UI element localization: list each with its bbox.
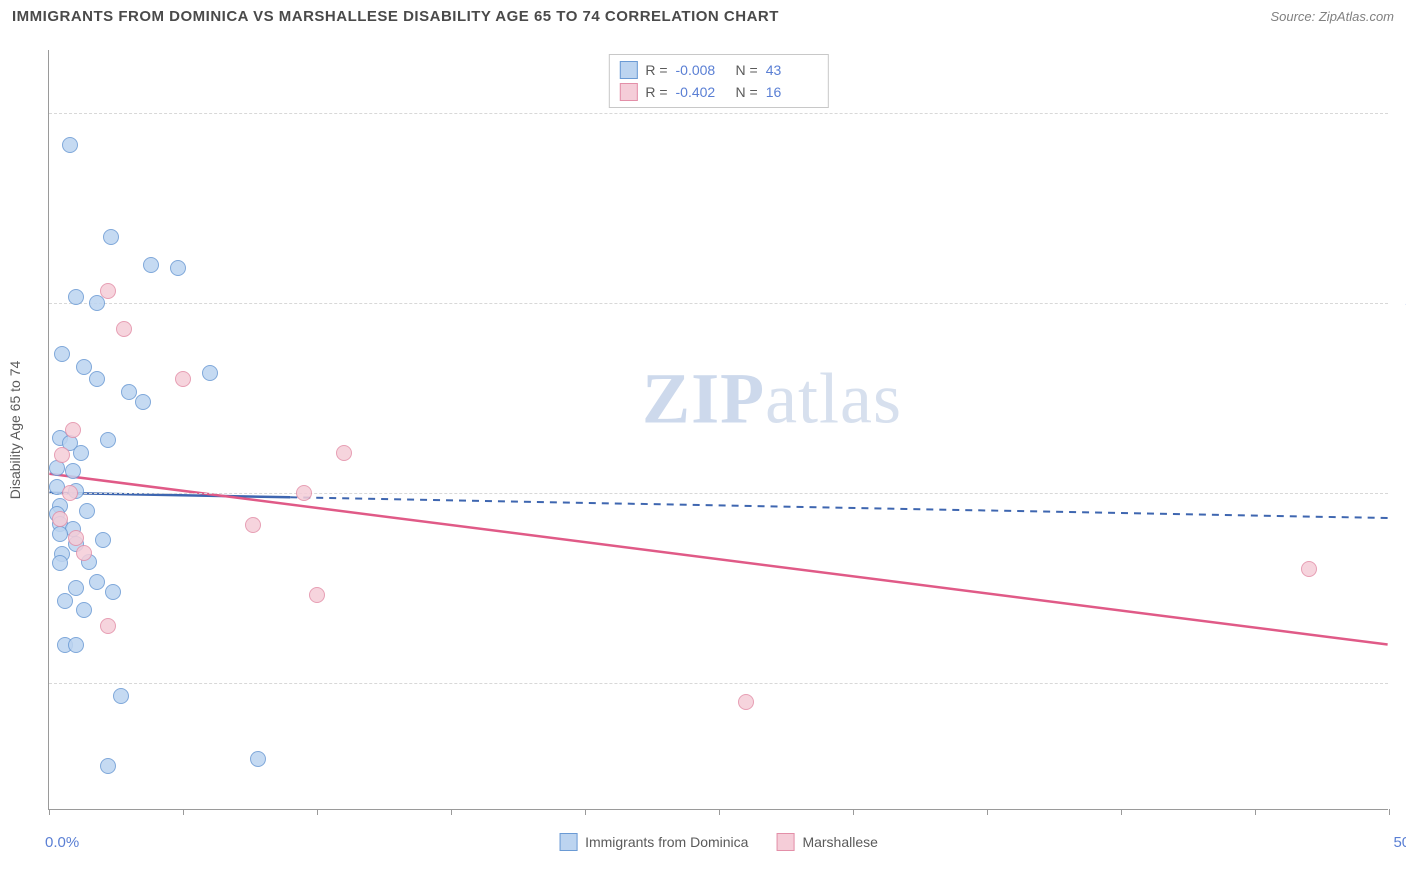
data-point bbox=[68, 289, 84, 305]
watermark: ZIPatlas bbox=[642, 358, 902, 441]
data-point bbox=[54, 346, 70, 362]
x-tick bbox=[451, 809, 452, 815]
chart-title: IMMIGRANTS FROM DOMINICA VS MARSHALLESE … bbox=[12, 8, 779, 25]
data-point bbox=[89, 371, 105, 387]
series-name: Marshallese bbox=[802, 834, 877, 850]
chart-header: IMMIGRANTS FROM DOMINICA VS MARSHALLESE … bbox=[0, 0, 1406, 29]
r-label: R = bbox=[645, 62, 667, 78]
data-point bbox=[65, 463, 81, 479]
data-point bbox=[175, 371, 191, 387]
data-point bbox=[296, 485, 312, 501]
x-tick bbox=[585, 809, 586, 815]
data-point bbox=[57, 593, 73, 609]
data-point bbox=[54, 447, 70, 463]
data-point bbox=[1301, 561, 1317, 577]
data-point bbox=[100, 432, 116, 448]
x-tick bbox=[49, 809, 50, 815]
data-point bbox=[170, 260, 186, 276]
data-point bbox=[52, 526, 68, 542]
data-point bbox=[52, 511, 68, 527]
data-point bbox=[116, 321, 132, 337]
legend-swatch bbox=[559, 833, 577, 851]
r-label: R = bbox=[645, 84, 667, 100]
x-tick-label: 0.0% bbox=[45, 834, 79, 851]
legend-row: R = -0.008 N = 43 bbox=[619, 59, 817, 81]
data-point bbox=[73, 445, 89, 461]
data-point bbox=[103, 229, 119, 245]
scatter-chart: Disability Age 65 to 74 ZIPatlas R = -0.… bbox=[48, 50, 1388, 810]
data-point bbox=[52, 555, 68, 571]
correlation-legend: R = -0.008 N = 43 R = -0.402 N = 16 bbox=[608, 54, 828, 108]
legend-swatch bbox=[619, 83, 637, 101]
data-point bbox=[245, 517, 261, 533]
y-tick-label: 15.0% bbox=[1393, 675, 1406, 692]
x-tick bbox=[1389, 809, 1390, 815]
data-point bbox=[68, 637, 84, 653]
gridline bbox=[49, 303, 1388, 304]
data-point bbox=[100, 283, 116, 299]
series-name: Immigrants from Dominica bbox=[585, 834, 748, 850]
y-axis-label: Disability Age 65 to 74 bbox=[7, 360, 23, 499]
data-point bbox=[738, 694, 754, 710]
series-legend: Immigrants from Dominica Marshallese bbox=[559, 833, 878, 851]
chart-source: Source: ZipAtlas.com bbox=[1270, 9, 1394, 24]
gridline bbox=[49, 493, 1388, 494]
x-tick bbox=[719, 809, 720, 815]
gridline bbox=[49, 683, 1388, 684]
data-point bbox=[309, 587, 325, 603]
data-point bbox=[202, 365, 218, 381]
data-point bbox=[62, 485, 78, 501]
data-point bbox=[250, 751, 266, 767]
series-legend-item: Immigrants from Dominica bbox=[559, 833, 748, 851]
x-tick bbox=[1121, 809, 1122, 815]
data-point bbox=[76, 545, 92, 561]
data-point bbox=[135, 394, 151, 410]
y-tick-label: 45.0% bbox=[1393, 295, 1406, 312]
n-value: 43 bbox=[766, 62, 818, 78]
data-point bbox=[68, 530, 84, 546]
data-point bbox=[113, 688, 129, 704]
r-value: -0.402 bbox=[676, 84, 728, 100]
data-point bbox=[62, 137, 78, 153]
data-point bbox=[100, 758, 116, 774]
x-tick bbox=[183, 809, 184, 815]
legend-row: R = -0.402 N = 16 bbox=[619, 81, 817, 103]
legend-swatch bbox=[619, 61, 637, 79]
n-label: N = bbox=[736, 62, 758, 78]
data-point bbox=[65, 422, 81, 438]
n-value: 16 bbox=[766, 84, 818, 100]
data-point bbox=[76, 602, 92, 618]
x-tick bbox=[987, 809, 988, 815]
trend-lines bbox=[49, 50, 1388, 809]
n-label: N = bbox=[736, 84, 758, 100]
data-point bbox=[79, 503, 95, 519]
data-point bbox=[105, 584, 121, 600]
x-tick-label: 50.0% bbox=[1393, 834, 1406, 851]
data-point bbox=[336, 445, 352, 461]
data-point bbox=[89, 295, 105, 311]
x-tick bbox=[1255, 809, 1256, 815]
data-point bbox=[100, 618, 116, 634]
y-tick-label: 30.0% bbox=[1393, 485, 1406, 502]
legend-swatch bbox=[776, 833, 794, 851]
gridline bbox=[49, 113, 1388, 114]
series-legend-item: Marshallese bbox=[776, 833, 877, 851]
data-point bbox=[143, 257, 159, 273]
x-tick bbox=[853, 809, 854, 815]
data-point bbox=[76, 359, 92, 375]
y-tick-label: 60.0% bbox=[1393, 105, 1406, 122]
data-point bbox=[95, 532, 111, 548]
data-point bbox=[89, 574, 105, 590]
x-tick bbox=[317, 809, 318, 815]
r-value: -0.008 bbox=[676, 62, 728, 78]
